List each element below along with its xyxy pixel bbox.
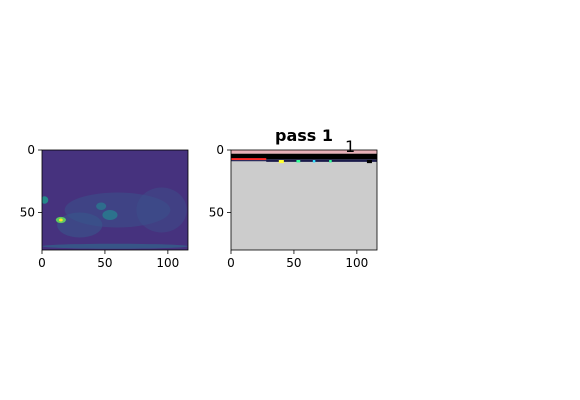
left-heatmap-panel: 0 50 100 0 50 xyxy=(20,143,189,270)
left-heatmap-feature-8 xyxy=(42,243,188,249)
left-heatmap-feature-5 xyxy=(42,196,49,204)
left-axis-ticks: 0 50 100 0 50 xyxy=(20,143,180,270)
left-x-tick-label: 100 xyxy=(156,256,179,270)
right-heatmap-highlight-2 xyxy=(278,160,284,164)
right-heatmap-background xyxy=(231,150,377,250)
left-heatmap-feature-2 xyxy=(57,212,103,238)
left-heatmap-image xyxy=(42,150,188,250)
right-heatmap-highlight-1 xyxy=(266,160,377,162)
right-heatmap-highlight-5 xyxy=(329,160,332,163)
left-heatmap-feature-4 xyxy=(96,202,107,210)
left-x-tick-label: 0 xyxy=(38,256,46,270)
right-panel-offset-label: 1 xyxy=(345,137,355,156)
right-x-tick-label: 100 xyxy=(345,256,368,270)
right-heatmap-band-0 xyxy=(231,150,377,154)
right-panel-title: pass 1 xyxy=(275,126,333,145)
right-y-tick-label: 50 xyxy=(209,206,224,220)
right-y-tick-label: 0 xyxy=(216,143,224,157)
right-x-tick-label: 0 xyxy=(227,256,235,270)
right-heatmap-highlight-3 xyxy=(296,160,301,163)
left-y-tick-label: 50 xyxy=(20,206,35,220)
right-heatmap-band-1 xyxy=(231,153,377,160)
left-y-tick-label: 0 xyxy=(27,143,35,157)
right-heatmap-highlight-4 xyxy=(312,160,316,163)
left-heatmap-feature-7 xyxy=(58,218,63,222)
left-x-tick-label: 50 xyxy=(97,256,112,270)
right-heatmap-panel: 0 50 100 0 50 pass 1 1 xyxy=(209,126,378,270)
left-axes-frame xyxy=(41,149,189,251)
right-heatmap-highlight-0 xyxy=(231,158,267,160)
right-x-tick-label: 50 xyxy=(286,256,301,270)
left-heatmap-feature-3 xyxy=(102,210,118,220)
right-axis-ticks: 0 50 100 0 50 xyxy=(209,143,369,270)
right-axes-frame xyxy=(230,149,378,251)
right-heatmap-highlight-6 xyxy=(366,160,372,164)
left-heatmap-feature-1 xyxy=(136,187,187,233)
right-heatmap-image xyxy=(231,150,377,250)
